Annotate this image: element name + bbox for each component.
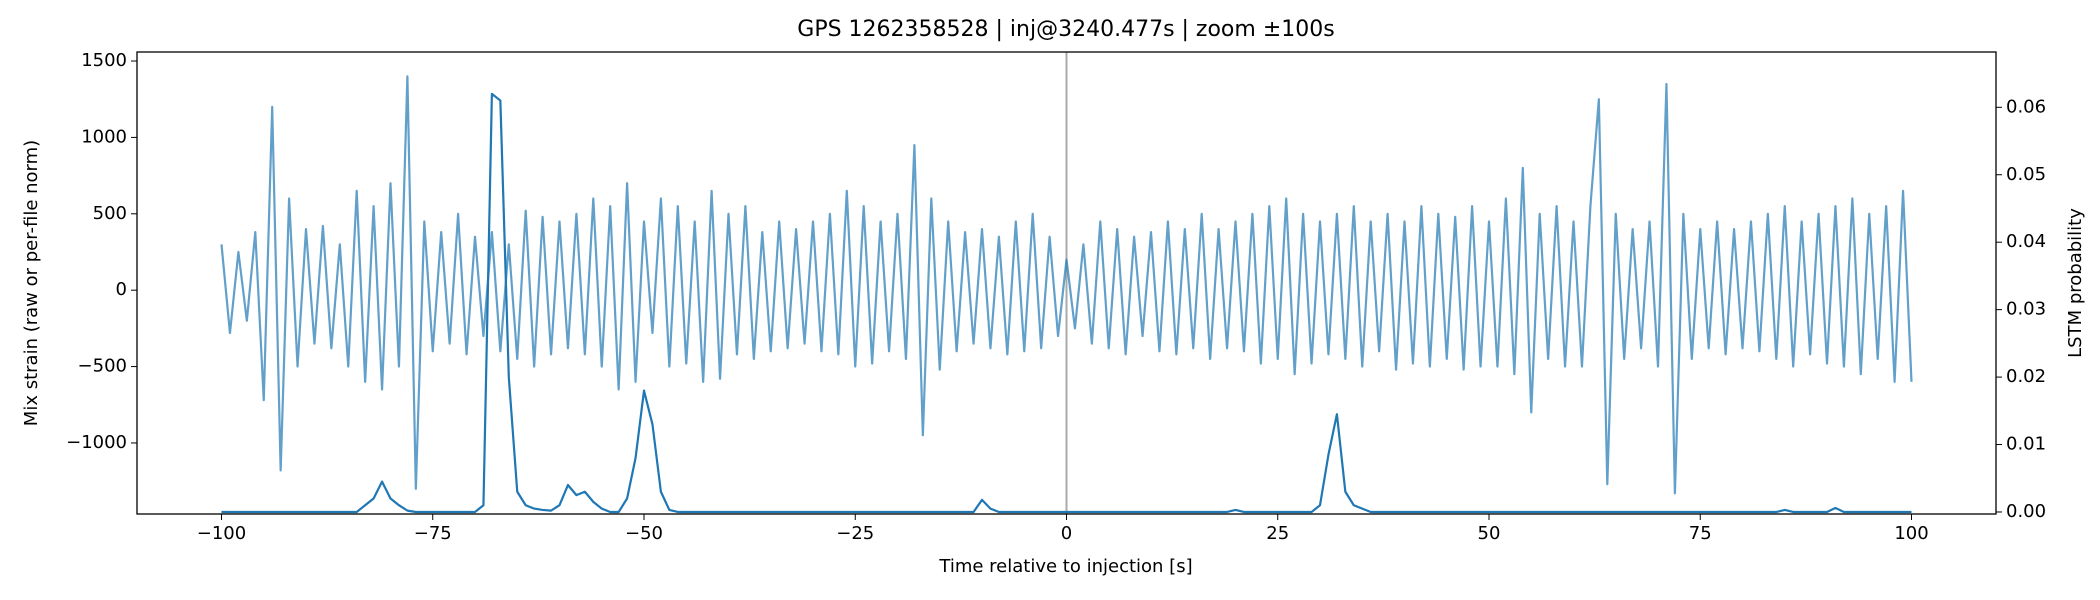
y2-tick-label: 0.05 [2006, 164, 2046, 185]
y2-tick-label: 0.06 [2006, 96, 2046, 117]
x-tick-label: −75 [414, 523, 452, 544]
x-tick-label: 25 [1266, 523, 1289, 544]
y2-tick-label: 0.00 [2006, 501, 2046, 522]
y2-tick-label: 0.03 [2006, 299, 2046, 320]
x-axis-label: Time relative to injection [s] [938, 556, 1192, 577]
x-tick-label: 75 [1689, 523, 1712, 544]
y2-tick-label: 0.02 [2006, 366, 2046, 387]
x-tick-label: 50 [1478, 523, 1501, 544]
x-tick-label: −50 [625, 523, 663, 544]
y-tick-label: 1500 [81, 50, 127, 71]
y2-axis-label: LSTM probability [2065, 208, 2086, 358]
x-tick-label: 100 [1894, 523, 1928, 544]
series-line [221, 92, 1912, 514]
y-axis-label: Mix strain (raw or per-file norm) [21, 140, 42, 426]
x-tick-label: −25 [836, 523, 874, 544]
y-tick-label: 500 [93, 203, 127, 224]
x-tick-label: 0 [1061, 523, 1072, 544]
y2-tick-label: 0.01 [2006, 434, 2046, 455]
y-tick-label: 0 [116, 279, 127, 300]
x-tick-label: −100 [197, 523, 246, 544]
y-tick-label: 1000 [81, 126, 127, 147]
y-tick-label: −500 [78, 356, 127, 377]
y2-tick-label: 0.04 [2006, 231, 2046, 252]
y-tick-label: −1000 [66, 432, 127, 453]
series-line [220, 75, 1913, 495]
chart-title: GPS 1262358528 | inj@3240.477s | zoom ±1… [797, 17, 1334, 42]
